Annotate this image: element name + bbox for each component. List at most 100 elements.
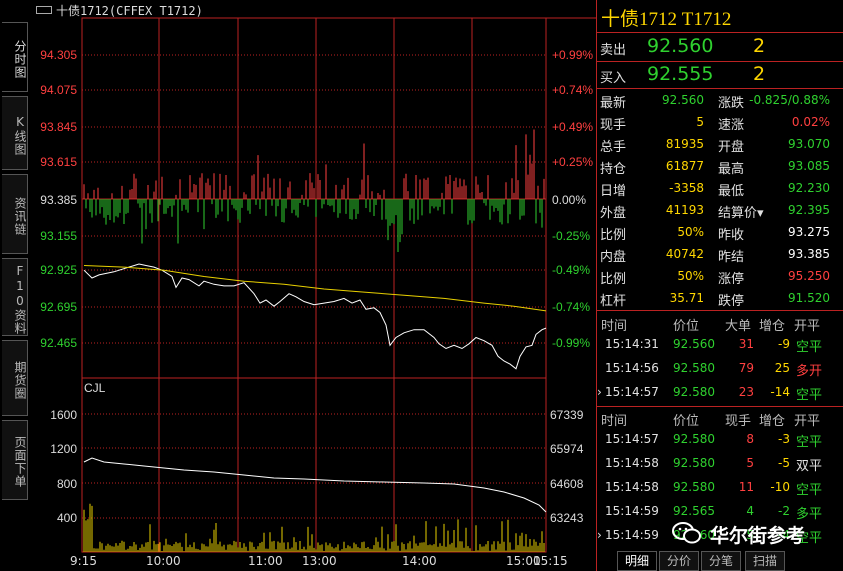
tab-intraday[interactable]: 分时图	[2, 22, 28, 92]
quote-row: 最新 92.560 涨跌 -0.825/0.88%	[597, 90, 843, 111]
quote-field-label: 跌停	[718, 294, 745, 309]
time-axis-tick: 15:15	[533, 554, 568, 568]
bottom-tab-3[interactable]: 扫描	[745, 551, 785, 571]
sell-price[interactable]: 92.560	[647, 35, 714, 57]
quote-field-value: 92.560	[662, 93, 704, 107]
chart-frame	[81, 17, 547, 553]
trade-row[interactable]: › 15:14:57 92.580 23 -14 空平	[597, 385, 843, 405]
trade-row[interactable]: 15:14:58 92.580 11 -10 空平	[597, 480, 843, 500]
quote-row: 内盘 40742 昨结 93.385	[597, 244, 843, 265]
bottom-tab-2[interactable]: 分笔	[701, 551, 741, 571]
wechat-icon	[672, 521, 702, 545]
percent-axis-tick: +0.25%	[552, 155, 594, 169]
bottom-tab-0[interactable]: 明细	[617, 551, 657, 571]
trade-oi-change: 25	[774, 361, 790, 375]
percent-axis-tick: +0.99%	[552, 48, 594, 62]
trade-volume: 8	[746, 432, 754, 446]
tab-order[interactable]: 页面下单	[2, 420, 28, 500]
trade-row[interactable]: 15:14:31 92.560 31 -9 空平	[597, 337, 843, 357]
trade-oi-change: -2	[778, 504, 790, 518]
row-selected-marker: ›	[597, 385, 602, 399]
buy-price[interactable]: 92.555	[647, 63, 714, 85]
open-interest-axis-tick: 63243	[550, 511, 584, 525]
tab-news[interactable]: 资讯链	[2, 174, 28, 254]
row-selected-marker: ›	[597, 528, 602, 542]
volume-axis-tick: 1200	[50, 442, 77, 456]
time-axis-tick: 15:00	[506, 554, 541, 568]
trade-row[interactable]: 15:14:58 92.580 5 -5 双平	[597, 456, 843, 476]
volume-panel-label: CJL	[84, 381, 106, 395]
price-line	[83, 263, 547, 370]
trade-oi-change: -5	[778, 456, 790, 470]
trade-row[interactable]: 15:14:59 92.565 4 -2 多平	[597, 504, 843, 524]
quote-title: 十债1712 T1712	[601, 9, 732, 30]
tab-futures-circle[interactable]: 期货圈	[2, 340, 28, 416]
watermark-text: 华尔街参考	[710, 525, 806, 547]
quote-field-label: 外盘	[600, 206, 627, 221]
list-column-header: 增仓	[759, 319, 786, 334]
trade-oi-change: -4	[778, 528, 790, 542]
quote-field-label: 比例	[600, 272, 627, 287]
trade-price: 92.565	[673, 504, 715, 518]
trade-price: 92.580	[673, 432, 715, 446]
price-axis-tick: 93.615	[40, 155, 77, 169]
tab-f10[interactable]: F10资料	[2, 258, 28, 336]
price-axis-tick: 94.075	[40, 83, 77, 97]
percent-axis-tick: -0.74%	[552, 300, 591, 314]
tab-kline[interactable]: K线图	[2, 96, 28, 170]
quote-field-value: 41193	[665, 203, 704, 217]
trade-time: 15:14:58	[605, 480, 659, 494]
open-interest-line	[83, 457, 547, 513]
percent-axis-tick: -0.99%	[552, 336, 591, 350]
trade-row[interactable]: 15:14:57 92.580 8 -3 空平	[597, 432, 843, 452]
trade-row[interactable]: 15:14:56 92.580 79 25 多开	[597, 361, 843, 381]
quote-field-value: 91.520	[788, 291, 830, 305]
intraday-chart[interactable]	[0, 0, 596, 571]
trade-type: 空平	[796, 340, 823, 355]
list-column-header: 开平	[794, 414, 821, 429]
trade-type: 多平	[796, 507, 823, 522]
quote-row: 比例 50% 昨收 93.275	[597, 222, 843, 243]
list-column-header: 增仓	[759, 414, 786, 429]
quote-field-label: 结算价▾	[718, 206, 764, 221]
time-axis-tick: 10:00	[146, 554, 181, 568]
trade-type: 双平	[796, 459, 823, 474]
price-axis-tick: 94.305	[40, 48, 77, 62]
quote-row: 总手 81935 开盘 93.070	[597, 134, 843, 155]
price-axis-tick: 93.155	[40, 229, 77, 243]
trade-price: 92.580	[673, 361, 715, 375]
trade-oi-change: -9	[778, 337, 790, 351]
list-column-header: 现手	[725, 414, 752, 429]
quote-row: 持仓 61877 最高 93.085	[597, 156, 843, 177]
quote-field-label: 总手	[600, 140, 627, 155]
sell-qty: 2	[753, 35, 766, 57]
quote-row: 杠杆 35.71 跌停 91.520	[597, 288, 843, 309]
quote-field-value: 0.02%	[791, 115, 830, 129]
quote-field-label: 日增	[600, 184, 627, 199]
quote-field-label: 杠杆	[600, 294, 627, 309]
order-flow-bars	[83, 129, 545, 252]
quote-field-label: 持仓	[600, 162, 627, 177]
quote-field-value: 95.250	[788, 269, 830, 283]
quote-field-label: 昨结	[718, 250, 745, 265]
buy-label: 买入	[600, 71, 627, 86]
chart-title: 十债1712(CFFEX T1712)	[56, 4, 203, 18]
trade-time: 15:14:58	[605, 456, 659, 470]
price-axis-tick: 93.845	[40, 120, 77, 134]
quote-field-label: 比例	[600, 228, 627, 243]
price-axis-tick: 92.695	[40, 300, 77, 314]
trade-volume: 5	[746, 456, 754, 470]
window-menu-icon[interactable]	[36, 6, 52, 14]
trade-type: 空平	[796, 435, 823, 450]
bottom-tab-1[interactable]: 分价	[659, 551, 699, 571]
quote-field-label: 开盘	[718, 140, 745, 155]
trade-time: 15:14:59	[605, 504, 659, 518]
time-axis-tick: 11:00	[248, 554, 283, 568]
percent-axis-tick: +0.74%	[552, 83, 594, 97]
volume-bars	[83, 503, 545, 552]
quote-field-label: 现手	[600, 118, 627, 133]
trade-time: 15:14:59	[605, 528, 659, 542]
percent-axis-tick: -0.49%	[552, 263, 591, 277]
